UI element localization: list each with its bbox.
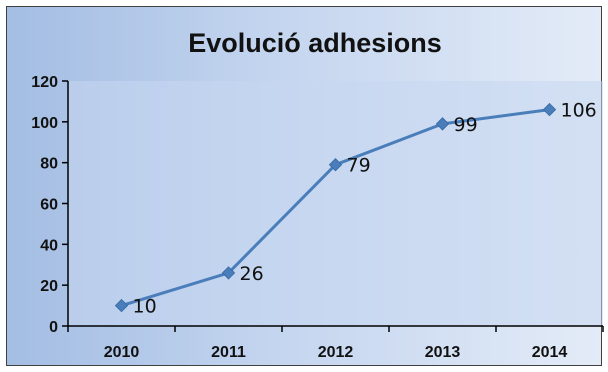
y-tick-label: 20 xyxy=(40,278,58,295)
data-point-marker xyxy=(221,266,236,280)
x-tick-label: 2013 xyxy=(425,344,461,361)
y-tick-label: 60 xyxy=(40,197,58,214)
chart-title: Evolució adhesions xyxy=(188,28,442,58)
x-tick-label: 2014 xyxy=(532,344,568,361)
y-tick-label: 0 xyxy=(49,319,58,336)
y-axis: 0 20 40 60 80 100 120 xyxy=(31,74,68,336)
data-label: 99 xyxy=(454,114,478,136)
y-tick-label: 80 xyxy=(40,156,58,173)
plot-area xyxy=(68,81,603,326)
data-labels: 10 26 79 99 106 xyxy=(133,100,597,318)
x-axis: 2010 2011 2012 2013 2014 xyxy=(67,326,604,361)
data-point-marker xyxy=(542,102,557,117)
y-tick-label: 120 xyxy=(31,74,58,91)
y-tick-label: 100 xyxy=(31,115,58,132)
data-label: 26 xyxy=(240,263,264,285)
x-tick-label: 2010 xyxy=(104,344,140,361)
data-label: 79 xyxy=(347,155,371,177)
x-tick-label: 2012 xyxy=(318,344,354,361)
data-point-marker xyxy=(435,117,450,131)
x-tick-label: 2011 xyxy=(211,344,246,361)
data-point-marker xyxy=(328,158,343,172)
data-point-marker xyxy=(114,298,129,313)
data-label: 10 xyxy=(133,296,157,318)
series xyxy=(114,102,557,313)
data-label: 106 xyxy=(561,100,597,122)
y-tick-label: 40 xyxy=(40,237,58,254)
